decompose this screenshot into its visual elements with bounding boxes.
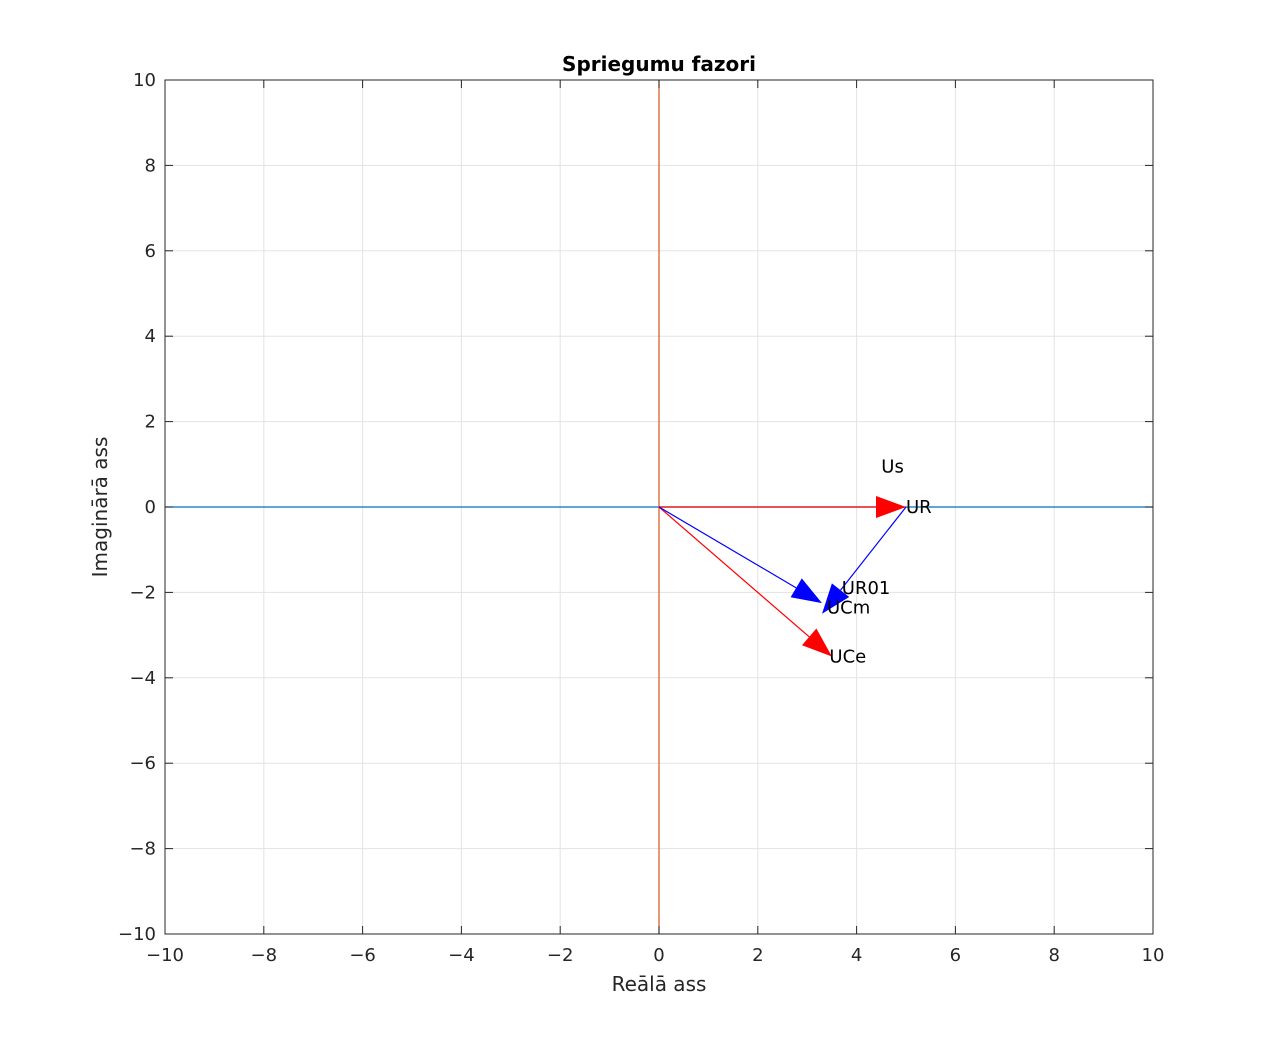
annotation-ur01: UR01 [842, 578, 891, 599]
y-tick-label-3: −4 [129, 668, 156, 689]
y-tick-label-5: 0 [145, 497, 156, 518]
vector-shaft-1 [658, 506, 810, 638]
y-tick-label-6: 2 [145, 412, 156, 433]
vector-head-0 [876, 496, 906, 518]
y-tick-label-4: −2 [129, 582, 156, 603]
chart-title: Spriegumu fazori [562, 52, 756, 76]
x-tick-label-8: 6 [950, 945, 961, 966]
vector-shaft-2 [658, 506, 797, 589]
y-tick-label-10: 10 [133, 70, 156, 91]
ticks: −10 −8 −6 −4 −2 0 2 4 6 8 10 −10 −8 −6 −4 −2 0 2 4 6 8 10 [118, 70, 1164, 966]
y-axis-label: Imaginārā ass [88, 437, 112, 578]
y-tick-label-1: −8 [129, 839, 156, 860]
x-axis-label: Reālā ass [612, 972, 707, 996]
x-tick-label-4: −2 [547, 945, 574, 966]
x-tick-label-1: −8 [251, 945, 278, 966]
y-tick-label-8: 6 [145, 241, 156, 262]
annotation-ur: UR [906, 497, 932, 518]
y-tick-label-2: −6 [129, 753, 156, 774]
annotation-ucm: UCm [827, 597, 870, 618]
x-tick-label-5: 0 [653, 945, 664, 966]
vector-head-3 [822, 583, 850, 614]
x-tick-label-6: 2 [752, 945, 763, 966]
vector-head-1 [802, 628, 832, 657]
x-tick-label-7: 4 [851, 945, 862, 966]
annotation-uce: UCe [829, 646, 866, 667]
x-tick-label-2: −6 [349, 945, 376, 966]
vectors [658, 496, 907, 657]
x-tick-label-0: −10 [146, 945, 184, 966]
vector-head-2 [790, 578, 822, 604]
x-tick-label-3: −4 [448, 945, 475, 966]
y-tick-label-7: 4 [145, 326, 156, 347]
y-tick-label-9: 8 [145, 155, 156, 176]
y-tick-label-0: −10 [118, 924, 156, 945]
annotation-us: Us [881, 456, 904, 477]
x-tick-label-9: 8 [1048, 945, 1059, 966]
x-tick-label-10: 10 [1142, 945, 1165, 966]
vector-shaft-3 [840, 506, 907, 591]
